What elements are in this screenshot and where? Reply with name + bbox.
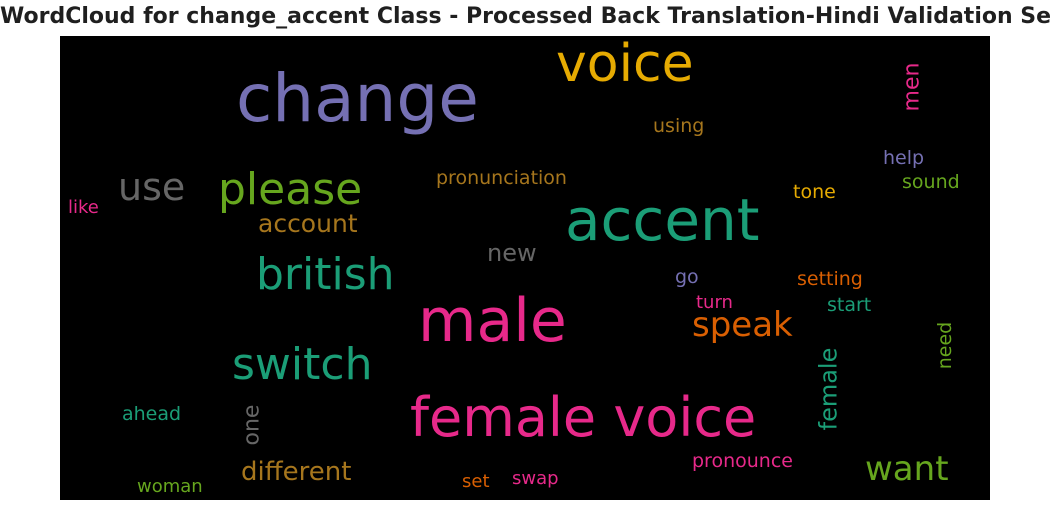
word-account: account <box>258 209 358 238</box>
word-pronunciation: pronunciation <box>436 167 567 189</box>
word-sound: sound <box>902 171 960 193</box>
word-ahead: ahead <box>122 403 182 425</box>
word-change: change <box>236 60 479 137</box>
word-start: start <box>827 294 872 316</box>
word-set: set <box>462 471 490 492</box>
word-voice: voice <box>556 36 694 94</box>
word-turn: turn <box>696 292 733 313</box>
word-want: want <box>865 449 949 489</box>
word-male: male <box>418 286 567 356</box>
word-please: please <box>218 164 363 215</box>
chart-title: WordCloud for change_accent Class - Proc… <box>0 4 1050 29</box>
word-female-voice: female voice <box>410 386 757 449</box>
word-accent: accent <box>565 186 760 254</box>
word-speak: speak <box>692 305 793 345</box>
word-pronounce: pronounce <box>692 450 793 472</box>
word-go: go <box>675 266 699 288</box>
word-like: like <box>68 197 99 218</box>
word-tone: tone <box>793 181 836 203</box>
word-men: men <box>899 62 925 112</box>
word-cloud-canvas: change voice men using use please pronun… <box>60 36 990 500</box>
word-british: british <box>256 249 395 300</box>
word-setting: setting <box>797 268 863 290</box>
word-woman: woman <box>137 476 203 497</box>
word-using: using <box>653 115 705 137</box>
word-help: help <box>883 147 925 169</box>
word-new: new <box>487 239 537 267</box>
word-swap: swap <box>512 468 559 489</box>
word-female: female <box>814 347 843 431</box>
word-use: use <box>118 165 186 209</box>
word-need: need <box>934 321 957 370</box>
word-one: one <box>239 404 265 446</box>
word-switch: switch <box>232 339 373 390</box>
word-different: different <box>241 457 352 487</box>
